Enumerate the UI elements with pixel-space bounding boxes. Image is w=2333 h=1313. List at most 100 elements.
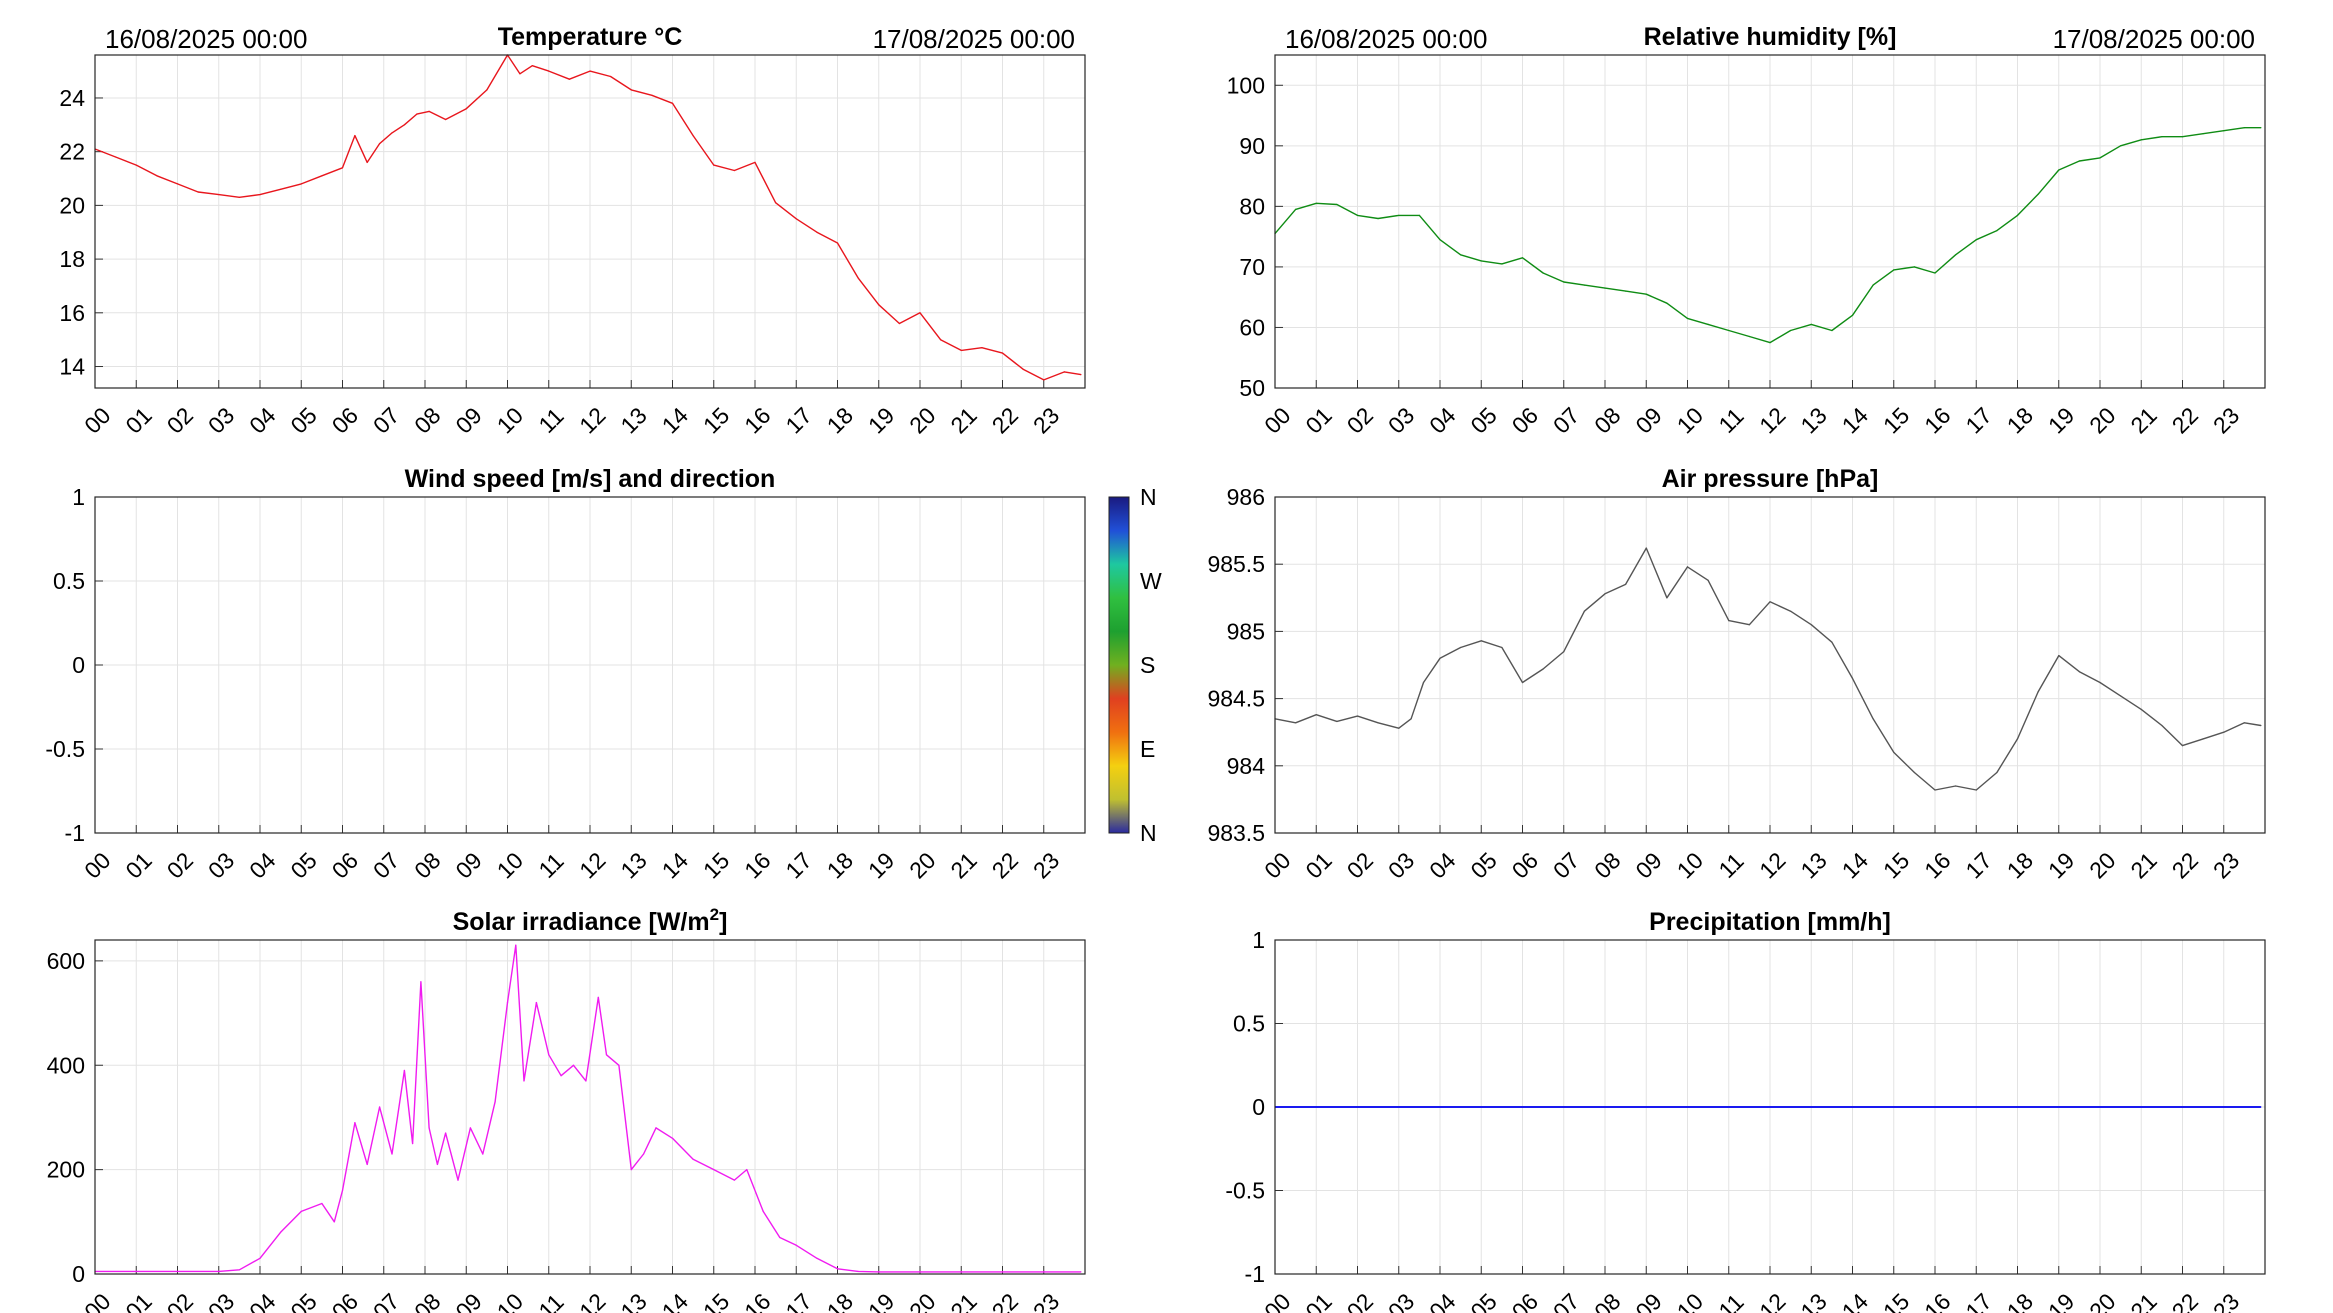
press-ytick-label: 986 bbox=[1227, 484, 1265, 510]
hum-ytick-label: 60 bbox=[1239, 314, 1265, 340]
temp-data-point bbox=[197, 191, 199, 193]
press-xtick-label: 10 bbox=[1672, 847, 1708, 883]
press-data-point bbox=[1955, 785, 1957, 787]
solar-data-point bbox=[597, 996, 599, 999]
press-data-point bbox=[1913, 771, 1915, 774]
temp-end-stamp: 17/08/2025 00:00 bbox=[873, 24, 1075, 54]
wind-xtick-label: 18 bbox=[822, 847, 858, 883]
hum-xtick-label: 23 bbox=[2208, 402, 2244, 438]
temp-data-point bbox=[531, 65, 533, 67]
hum-data-point bbox=[1439, 239, 1441, 241]
precip-xtick-label: 15 bbox=[1878, 1288, 1914, 1313]
temp-xtick-label: 11 bbox=[533, 403, 568, 438]
wind-ytick-label: -0.5 bbox=[45, 736, 85, 762]
press-xtick-label: 08 bbox=[1589, 847, 1625, 883]
solar-data-point bbox=[713, 1169, 715, 1171]
hum-data-point bbox=[1398, 214, 1400, 216]
temp-xtick-label: 18 bbox=[822, 402, 858, 438]
press-data-point bbox=[1872, 718, 1874, 720]
press-data-point bbox=[1422, 681, 1425, 684]
solar-xtick-label: 17 bbox=[780, 1288, 816, 1313]
hum-ytick-label: 80 bbox=[1239, 193, 1265, 219]
solar-data-point bbox=[506, 1002, 509, 1004]
solar-ytick-label: 200 bbox=[47, 1157, 85, 1183]
precip-xtick-label: 19 bbox=[2043, 1288, 2079, 1313]
temp-xtick-label: 17 bbox=[780, 402, 816, 438]
press-data-point bbox=[1728, 620, 1730, 622]
temp-xtick-label: 06 bbox=[327, 402, 363, 438]
temp-data-point bbox=[341, 167, 344, 169]
press-data-point bbox=[1851, 677, 1854, 680]
solar-xtick-label: 06 bbox=[327, 1288, 363, 1313]
hum-xtick-label: 00 bbox=[1259, 402, 1295, 438]
press-xtick-label: 05 bbox=[1465, 847, 1501, 883]
hum-data-point bbox=[1521, 257, 1524, 259]
solar-data-point bbox=[836, 1268, 839, 1270]
press-xtick-label: 15 bbox=[1878, 847, 1914, 883]
precip-ytick-label: -0.5 bbox=[1225, 1178, 1265, 1204]
hum-data-point bbox=[1336, 203, 1338, 206]
temp-data-point bbox=[156, 175, 158, 177]
temp-xtick-label: 22 bbox=[987, 402, 1023, 438]
wind-xtick-label: 00 bbox=[79, 847, 115, 883]
press-xtick-label: 18 bbox=[2002, 847, 2038, 883]
hum-data-point bbox=[1377, 217, 1379, 220]
press-data-point bbox=[1501, 646, 1503, 649]
press-data-point bbox=[2243, 722, 2245, 724]
wind-xtick-label: 21 bbox=[945, 847, 981, 883]
press-data-point bbox=[1686, 566, 1689, 568]
hum-data-point bbox=[1831, 329, 1833, 332]
solar-data-point bbox=[733, 1179, 736, 1181]
solar-data-point bbox=[280, 1231, 282, 1233]
colorbar-label-n-bottom: N bbox=[1140, 820, 1157, 846]
hum-data-point bbox=[1583, 284, 1585, 286]
press-data-point bbox=[1356, 715, 1359, 717]
precip-xtick-label: 08 bbox=[1589, 1288, 1625, 1313]
solar-data-point bbox=[630, 1169, 632, 1171]
solar-xtick-label: 21 bbox=[945, 1288, 981, 1313]
solar-data-point bbox=[671, 1137, 674, 1139]
temp-data-point bbox=[568, 78, 571, 80]
solar-data-point bbox=[857, 1270, 859, 1272]
hum-data-point bbox=[1460, 254, 1462, 256]
hum-xtick-label: 22 bbox=[2167, 402, 2203, 438]
wind-title: Wind speed [m/s] and direction bbox=[405, 465, 776, 493]
hum-ytick-label: 50 bbox=[1239, 375, 1265, 401]
press-ytick-label: 985.5 bbox=[1207, 551, 1265, 577]
hum-data-point bbox=[2161, 136, 2163, 138]
temp-xtick-label: 09 bbox=[450, 402, 486, 438]
solar-xtick-label: 07 bbox=[368, 1288, 404, 1313]
hum-data-point bbox=[2037, 193, 2039, 195]
temp-data-point bbox=[300, 183, 302, 185]
hum-data-point bbox=[1625, 290, 1627, 292]
press-xtick-label: 02 bbox=[1342, 847, 1378, 883]
press-data-point bbox=[2037, 691, 2039, 693]
temp-data-point bbox=[940, 339, 942, 341]
precip-xtick-label: 06 bbox=[1507, 1288, 1543, 1313]
temp-ytick-label: 16 bbox=[59, 300, 85, 326]
precip-xtick-label: 14 bbox=[1837, 1288, 1874, 1313]
precip-xtick-label: 16 bbox=[1919, 1288, 1955, 1313]
solar-data-point bbox=[585, 1080, 587, 1082]
press-data-point bbox=[2223, 731, 2225, 733]
solar-data-point bbox=[795, 1244, 797, 1246]
press-data-point bbox=[2016, 738, 2019, 740]
hum-data-point bbox=[2260, 127, 2262, 129]
hum-axes-frame bbox=[1274, 54, 2266, 389]
hum-data-point bbox=[1563, 281, 1565, 283]
temp-data-point bbox=[713, 164, 715, 166]
solar-xtick-label: 16 bbox=[739, 1288, 775, 1313]
press-data-point bbox=[1521, 681, 1524, 684]
solar-data-point bbox=[436, 1163, 438, 1165]
hum-data-point bbox=[1728, 329, 1730, 332]
wind-xtick-label: 10 bbox=[492, 847, 528, 883]
temp-data-point bbox=[354, 135, 356, 137]
solar-ytick-label: 0 bbox=[72, 1261, 85, 1287]
solar-data-point bbox=[420, 981, 422, 983]
press-xtick-label: 14 bbox=[1837, 847, 1874, 884]
solar-xtick-label: 05 bbox=[285, 1288, 321, 1313]
solar-data-point bbox=[1001, 1271, 1004, 1273]
solar-series-line bbox=[95, 944, 1081, 1273]
wind-xtick-label: 16 bbox=[739, 847, 775, 883]
colorbar-label-e: E bbox=[1140, 736, 1155, 762]
